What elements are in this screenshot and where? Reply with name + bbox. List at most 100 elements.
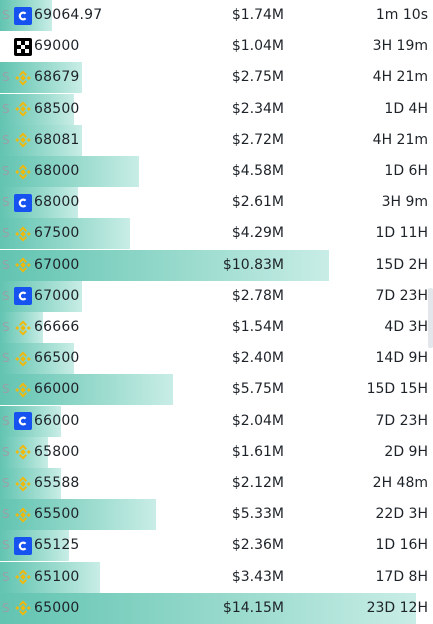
- side-prefix: S: [2, 476, 10, 490]
- list-item[interactable]: S 67000 $10.83M 15D 2H: [0, 249, 433, 281]
- volume-bar: [0, 499, 156, 531]
- side-prefix: S: [2, 569, 10, 584]
- order-age: 15D 15H: [366, 381, 428, 398]
- list-item[interactable]: S 66000 $2.04M 7D 23H: [0, 405, 433, 437]
- order-amount: $2.72M: [231, 131, 284, 148]
- list-item[interactable]: S 68081 $2.72M 4H 21m: [0, 124, 433, 156]
- list-item[interactable]: S 68000 $4.58M 1D 6H: [0, 156, 433, 187]
- binance-icon: [13, 380, 32, 399]
- price-level: 65800: [34, 443, 80, 460]
- price-level: 66666: [34, 319, 80, 335]
- binance-icon: [13, 349, 32, 368]
- volume-bar: [0, 124, 83, 156]
- list-item[interactable]: S 65588 $2.12M 2H 48m: [0, 468, 433, 499]
- order-amount: $1.74M: [231, 7, 284, 23]
- price-level: 66000: [34, 381, 80, 398]
- binance-icon: [13, 599, 32, 618]
- binance-icon: [13, 100, 32, 119]
- list-item[interactable]: S 65500 $5.33M 22D 3H: [0, 499, 433, 531]
- order-age: 23D 12H: [366, 599, 428, 616]
- order-age: 17D 8H: [375, 568, 428, 585]
- price-level: 65100: [34, 568, 80, 585]
- price-level: 67000: [34, 287, 80, 304]
- order-amount: $5.33M: [231, 506, 284, 523]
- order-age: 22D 3H: [375, 506, 428, 523]
- volume-bar: [0, 62, 83, 94]
- order-age: 3H 9m: [381, 194, 428, 211]
- side-prefix: S: [2, 132, 10, 147]
- binance-icon: [13, 318, 32, 337]
- side-prefix: S: [2, 320, 10, 334]
- binance-icon: [13, 68, 32, 87]
- price-level: 67500: [34, 225, 80, 242]
- side-prefix: S: [2, 257, 10, 272]
- list-item[interactable]: S 69064.97 $1.74M 1m 10s: [0, 0, 433, 31]
- list-item[interactable]: S 68500 $2.34M 1D 4H: [0, 93, 433, 125]
- order-age: 4H 21m: [372, 131, 428, 148]
- list-item[interactable]: S 65800 $1.61M 2D 9H: [0, 436, 433, 468]
- order-amount: $10.83M: [222, 256, 284, 273]
- coinbase-icon: [13, 412, 32, 431]
- coinbase-icon: [13, 193, 32, 212]
- side-prefix: S: [2, 288, 10, 303]
- side-prefix: S: [2, 600, 10, 615]
- order-age: 14D 9H: [375, 350, 428, 367]
- order-amount: $2.12M: [231, 475, 284, 491]
- list-item[interactable]: S 66000 $5.75M 15D 15H: [0, 374, 433, 406]
- order-amount: $2.34M: [231, 100, 284, 117]
- side-prefix: S: [2, 70, 10, 85]
- order-amount: $2.36M: [231, 537, 284, 554]
- order-amount: $4.58M: [231, 163, 284, 179]
- list-item[interactable]: 69000 $1.04M 3H 19m: [0, 31, 433, 62]
- order-amount: $4.29M: [231, 225, 284, 242]
- price-level: 65000: [34, 599, 80, 616]
- side-prefix: S: [2, 226, 10, 241]
- binance-icon: [13, 256, 32, 275]
- order-age: 1D 4H: [384, 100, 428, 117]
- binance-icon: [13, 131, 32, 150]
- order-amount: $3.43M: [231, 568, 284, 585]
- list-item[interactable]: S 65100 $3.43M 17D 8H: [0, 561, 433, 593]
- binance-icon: [13, 474, 32, 493]
- side-prefix: S: [2, 351, 10, 366]
- binance-icon: [13, 505, 32, 524]
- order-age: 2D 9H: [384, 443, 428, 460]
- price-level: 65500: [34, 506, 80, 523]
- order-age: 2H 48m: [372, 475, 428, 491]
- list-item[interactable]: S 67000 $2.78M 7D 23H: [0, 280, 433, 312]
- side-prefix: S: [2, 101, 10, 116]
- volume-bar: [0, 343, 74, 375]
- order-amount: $2.75M: [231, 69, 284, 86]
- order-age: 1D 6H: [384, 163, 428, 179]
- order-amount: $1.61M: [231, 443, 284, 460]
- list-item[interactable]: S 66500 $2.40M 14D 9H: [0, 343, 433, 375]
- side-prefix: S: [2, 164, 10, 178]
- list-item[interactable]: S 65000 $14.15M 23D 12H: [0, 592, 433, 624]
- price-level: 68500: [34, 100, 80, 117]
- order-amount: $2.04M: [231, 412, 284, 429]
- price-level: 68000: [34, 194, 80, 211]
- list-item[interactable]: S 67500 $4.29M 1D 11H: [0, 218, 433, 250]
- list-item[interactable]: S 68679 $2.75M 4H 21m: [0, 62, 433, 94]
- order-amount: $1.54M: [231, 319, 284, 335]
- order-age: 15D 2H: [375, 256, 428, 273]
- scrollbar-thumb[interactable]: [428, 288, 433, 348]
- price-level: 65125: [34, 537, 80, 554]
- price-level: 68000: [34, 163, 80, 179]
- side-prefix: S: [2, 507, 10, 522]
- order-age: 3H 19m: [372, 38, 428, 55]
- order-amount: $2.40M: [231, 350, 284, 367]
- volume-bar: [0, 530, 70, 562]
- volume-bar: [0, 187, 78, 219]
- list-item[interactable]: S 66666 $1.54M 4D 3H: [0, 312, 433, 343]
- order-age: 1D 11H: [375, 225, 428, 242]
- list-item[interactable]: S 65125 $2.36M 1D 16H: [0, 530, 433, 562]
- side-prefix: S: [2, 538, 10, 553]
- binance-icon: [13, 224, 32, 243]
- list-item[interactable]: S 68000 $2.61M 3H 9m: [0, 187, 433, 219]
- side-prefix: S: [2, 8, 10, 22]
- price-level: 69064.97: [34, 7, 103, 23]
- coinbase-icon: [13, 287, 32, 306]
- order-amount: $2.78M: [231, 287, 284, 304]
